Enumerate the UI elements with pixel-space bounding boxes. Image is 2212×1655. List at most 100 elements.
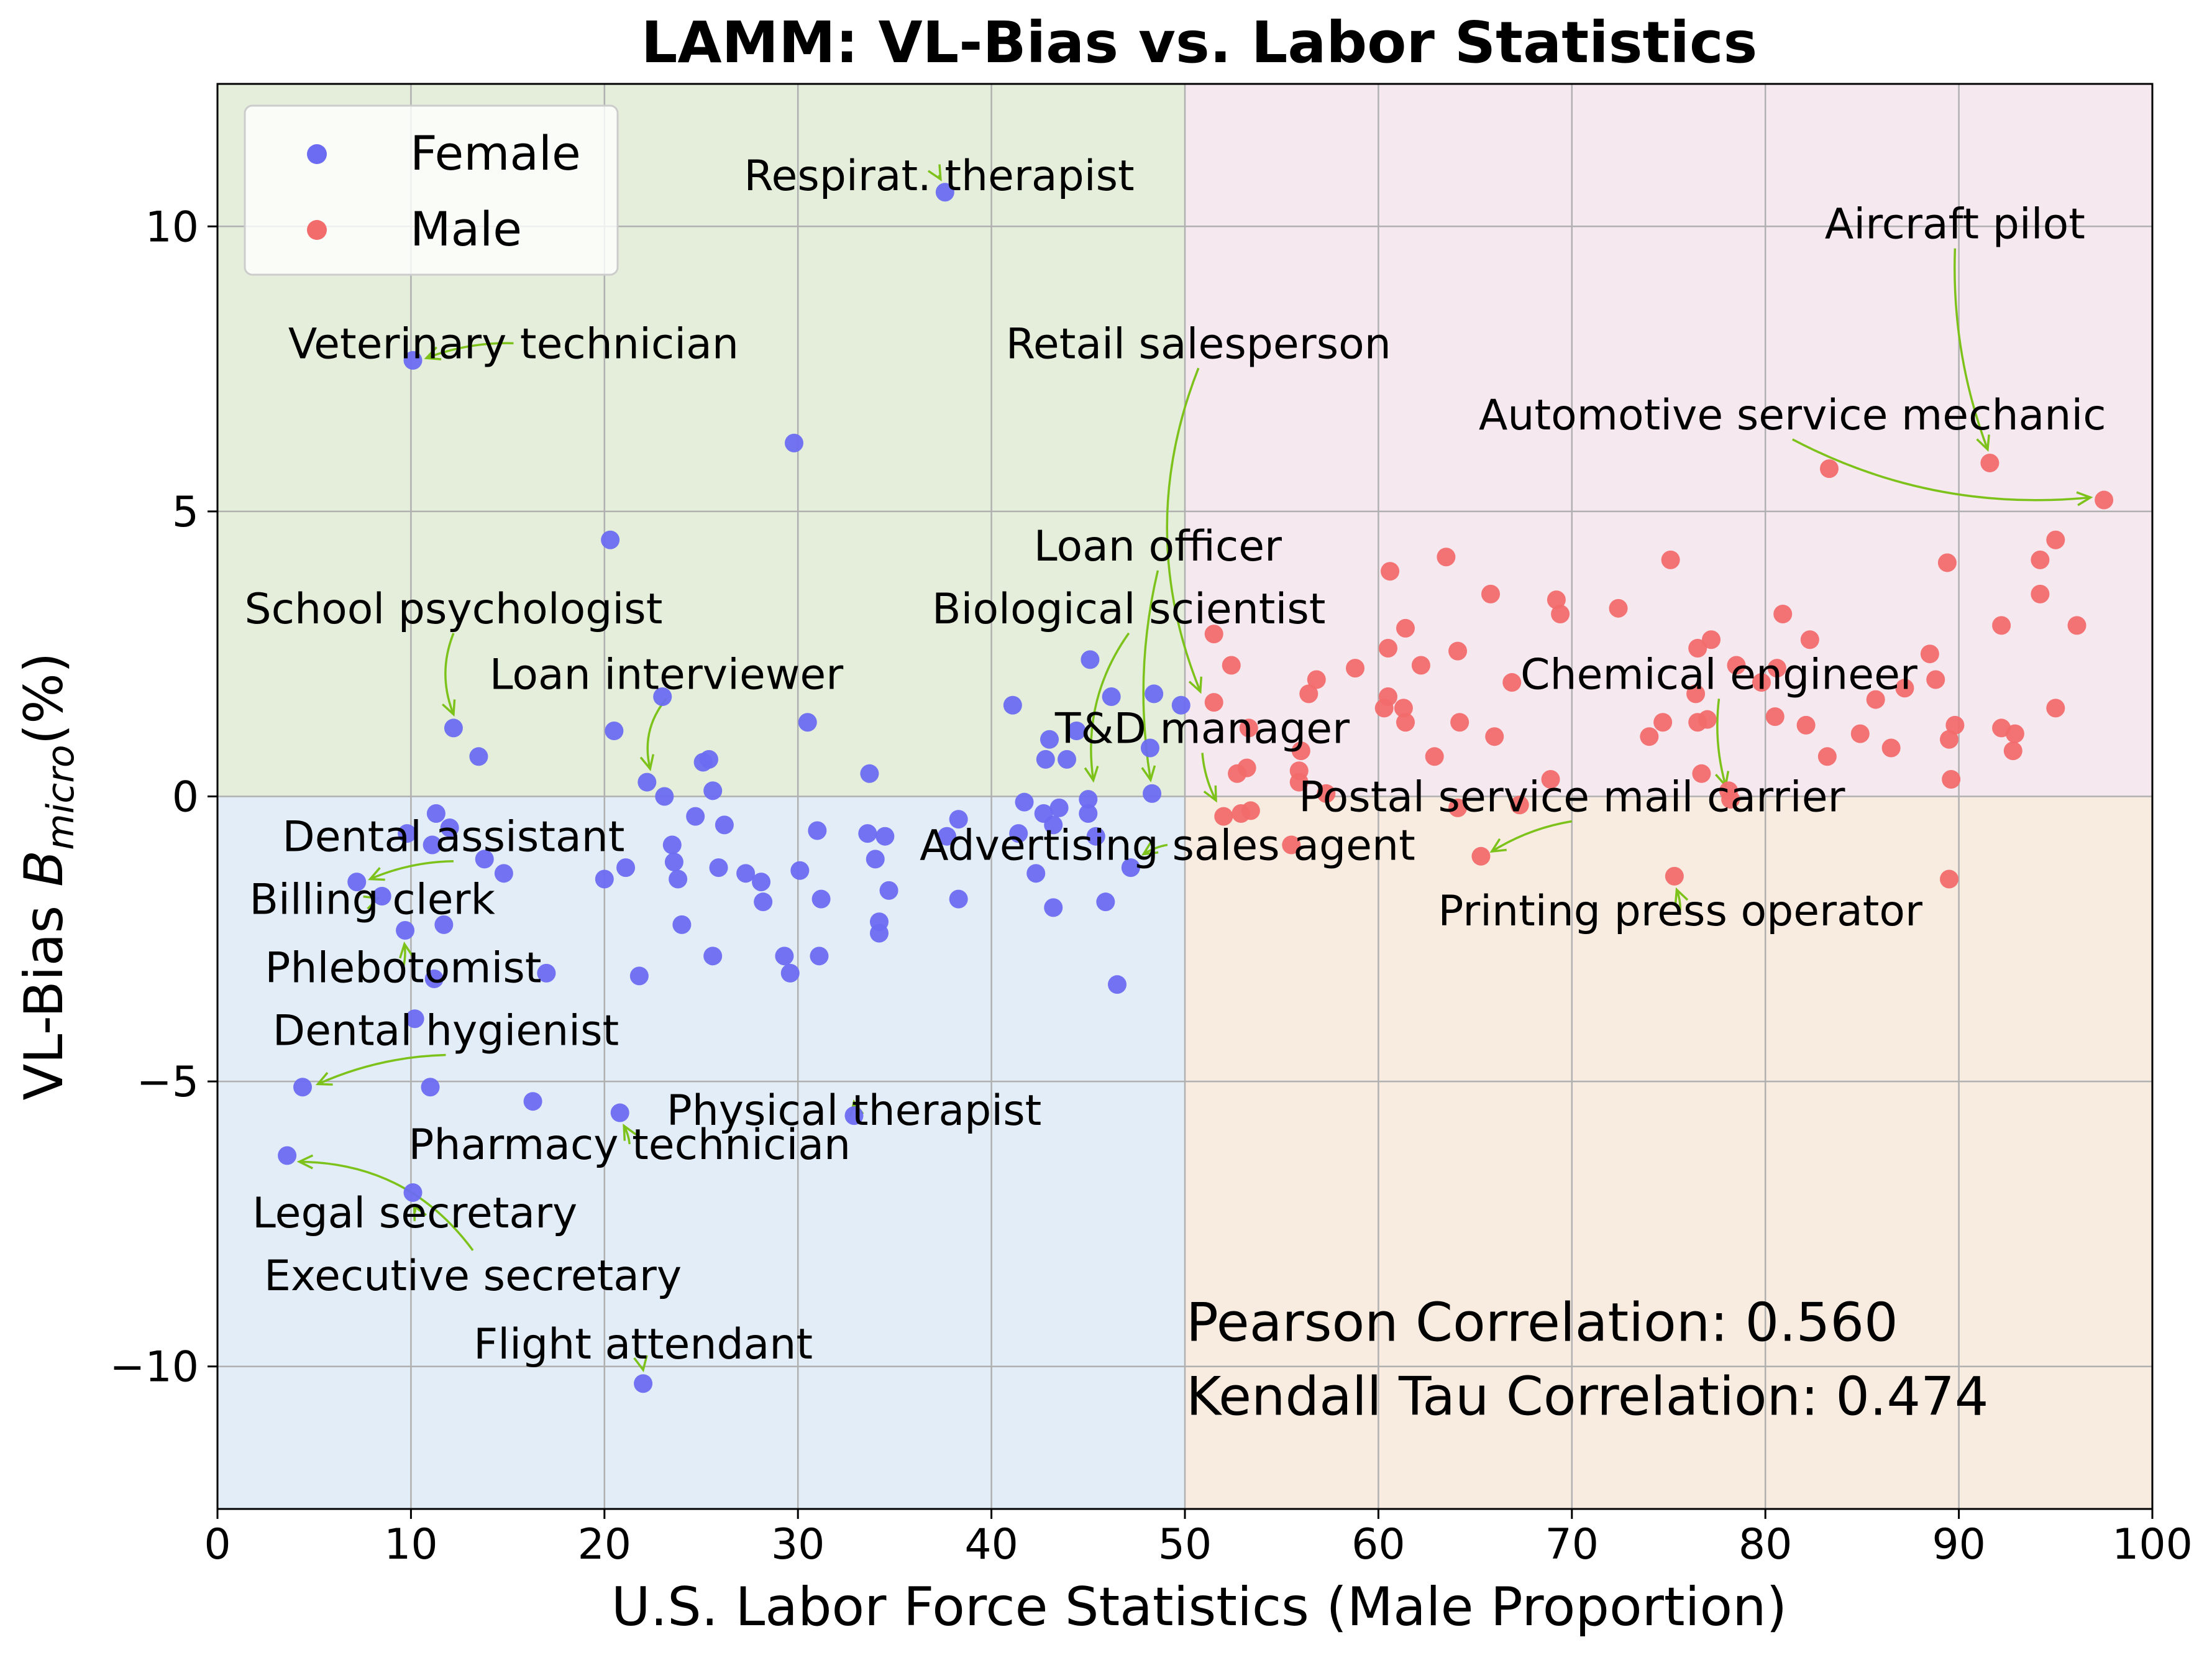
data-point-male: [1702, 630, 1721, 649]
y-tick-label: −5: [137, 1058, 199, 1107]
data-point-male: [1819, 459, 1839, 479]
data-point-female: [879, 881, 898, 900]
correlation-stats: Pearson Correlation: 0.560 Kendall Tau C…: [1186, 1291, 1989, 1428]
data-point-female: [278, 1146, 297, 1165]
data-point-male: [1727, 656, 1746, 675]
x-tick-label: 30: [771, 1520, 825, 1569]
annotation-arrowhead: [633, 1355, 648, 1373]
y-axis-label-unit: (%): [13, 653, 75, 745]
data-point-female: [1096, 892, 1115, 912]
data-point-female: [686, 807, 705, 826]
x-tick-label: 20: [578, 1520, 632, 1569]
annotation-arrowhead: [1976, 434, 1990, 452]
x-axis-label: U.S. Labor Force Statistics (Male Propor…: [611, 1576, 1787, 1638]
annotation-arrowhead: [623, 1124, 637, 1141]
x-tick-label: 50: [1158, 1520, 1212, 1569]
annotation-arrow: [444, 633, 455, 715]
data-point-female: [736, 864, 756, 883]
annotation-label: Automotive service mechanic: [1479, 391, 2106, 440]
annotation-arrowhead: [1489, 838, 1507, 853]
data-point-male: [1661, 550, 1680, 569]
data-point-female: [537, 963, 556, 983]
data-point-female: [1015, 792, 1034, 812]
data-point-male: [2031, 550, 2050, 569]
data-point-female: [703, 781, 723, 800]
data-point-female: [634, 1374, 653, 1393]
data-point-female: [780, 963, 800, 983]
data-point-female: [784, 433, 803, 452]
data-point-male: [1450, 713, 1469, 732]
data-point-male: [1665, 866, 1684, 886]
data-point-male: [1214, 807, 1233, 826]
legend-marker-female: [307, 144, 327, 164]
quadrant-2: [217, 796, 1185, 1509]
data-points: [278, 183, 2114, 1393]
annotation-arrowhead: [368, 867, 385, 881]
data-point-female: [949, 889, 968, 909]
x-tick-label: 40: [964, 1520, 1018, 1569]
annotation-arrowhead: [1203, 785, 1217, 803]
data-point-female: [844, 1106, 864, 1125]
y-axis-label-main: VL-Bias: [13, 905, 75, 1101]
annotation-label: Printing press operator: [1438, 887, 1922, 936]
data-point-male: [1307, 670, 1326, 689]
data-point-female: [655, 787, 674, 806]
data-point-female: [937, 827, 956, 846]
y-tick-label: 0: [172, 773, 199, 822]
data-point-male: [2003, 741, 2022, 761]
data-point-male: [1411, 656, 1430, 675]
data-point-male: [1980, 453, 1999, 472]
annotation-label: Phlebotomist: [265, 944, 541, 993]
data-point-male: [1547, 590, 1566, 610]
data-point-male: [1239, 718, 1258, 738]
y-tick-label: −10: [109, 1343, 199, 1392]
data-point-female: [858, 824, 877, 843]
data-point-male: [2005, 724, 2024, 743]
annotation-arrowhead: [1674, 887, 1689, 905]
data-point-female: [664, 852, 683, 871]
annotation-label: Retail salesperson: [1006, 319, 1391, 369]
annotation-arrowhead: [2076, 491, 2093, 507]
annotation-arrowhead: [639, 754, 655, 772]
data-point-female: [775, 947, 794, 966]
data-point-male: [1381, 562, 1400, 581]
data-point-male: [1796, 715, 1816, 735]
data-point-male: [1866, 690, 1885, 709]
annotation-arrowhead: [1141, 841, 1159, 856]
data-point-female: [754, 892, 773, 912]
annotation-label: Loan officer: [1034, 522, 1282, 571]
data-point-female: [1044, 898, 1063, 917]
x-tick-label: 100: [2112, 1520, 2193, 1569]
annotation-label: Biological scientist: [932, 585, 1326, 634]
data-point-female: [949, 810, 968, 829]
x-tick-label: 10: [384, 1520, 438, 1569]
annotation-arrow: [299, 1160, 474, 1251]
data-point-female: [434, 915, 454, 934]
x-tick-label: 60: [1351, 1520, 1405, 1569]
annotation-label: Advertising sales agent: [920, 821, 1415, 870]
data-point-female: [293, 1078, 313, 1097]
data-point-male: [1204, 693, 1223, 712]
y-axis-label-text: VL-Bias Bmicro(%): [13, 653, 83, 1101]
data-point-female: [1121, 858, 1140, 878]
data-point-male: [1481, 584, 1501, 603]
data-point-female: [605, 722, 624, 741]
data-point-male: [1282, 835, 1301, 855]
data-point-male: [1396, 713, 1415, 732]
annotation-arrow: [1201, 753, 1217, 801]
data-point-female: [935, 183, 954, 202]
x-tick-label: 70: [1545, 1520, 1599, 1569]
annotation-arrow: [426, 342, 514, 359]
data-point-female: [1140, 738, 1159, 758]
legend-label-male: Male: [410, 201, 522, 257]
annotation-arrowhead: [1188, 676, 1203, 694]
data-point-male: [2067, 616, 2086, 635]
annotation-label: Dental hygienist: [273, 1007, 619, 1056]
annotation-label: Physical therapist: [667, 1086, 1042, 1135]
data-point-male: [1232, 804, 1251, 823]
data-point-female: [1079, 804, 1098, 823]
annotation-label: Dental assistant: [282, 813, 624, 862]
quadrant-backgrounds: [217, 84, 2152, 1509]
data-point-male: [1437, 548, 1456, 567]
data-point-male: [1448, 641, 1468, 661]
